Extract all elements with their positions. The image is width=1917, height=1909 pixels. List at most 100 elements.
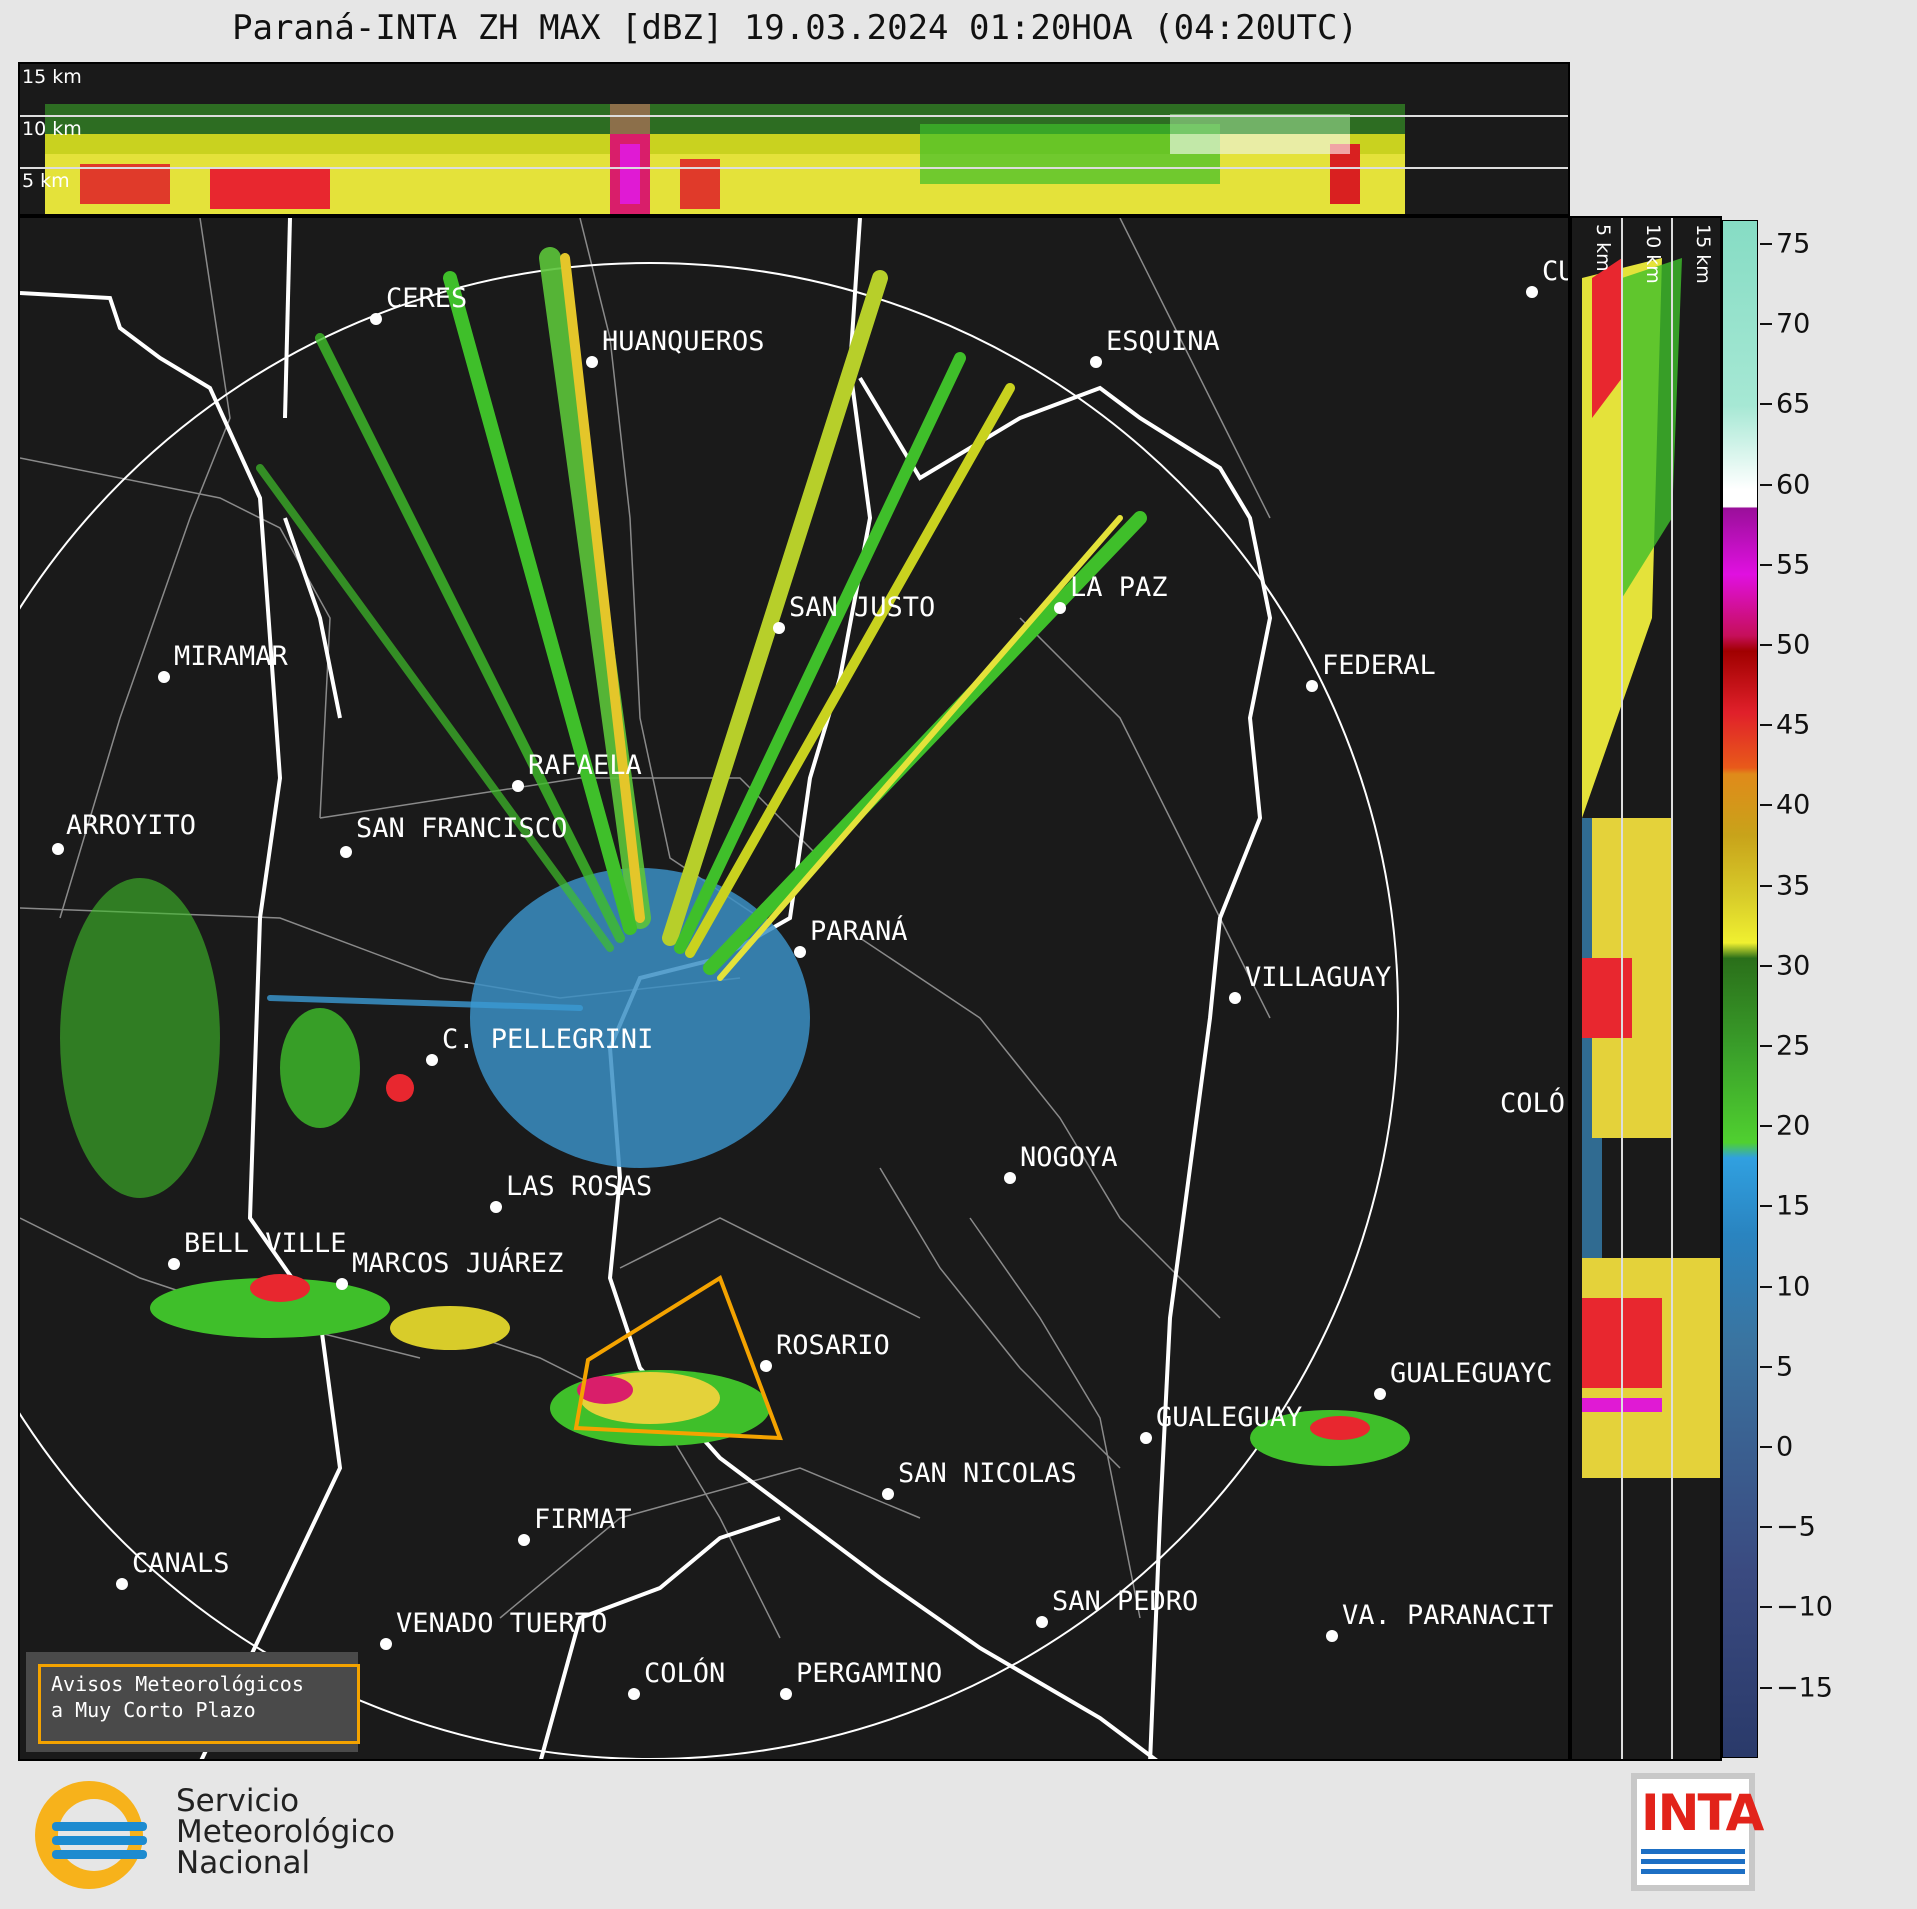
colorbar-tick-label: −10 <box>1776 1591 1833 1623</box>
storm-cells <box>60 878 1410 1466</box>
colorbar-tick <box>1760 1125 1772 1128</box>
city-label-esquina: ESQUINA <box>1106 326 1220 357</box>
city-dot <box>370 313 382 325</box>
colorbar-tick <box>1760 1205 1772 1208</box>
colorbar-tick <box>1760 1686 1772 1689</box>
top-cross-section: 15 km 10 km 5 km <box>18 62 1570 216</box>
side-echo-profile <box>1582 258 1720 1478</box>
city-dot <box>1090 356 1102 368</box>
city-dot <box>586 356 598 368</box>
colorbar-tick <box>1760 1446 1772 1448</box>
colorbar-tick <box>1760 563 1772 566</box>
colorbar-tick <box>1760 1365 1772 1368</box>
city-label-cu: CU <box>1542 256 1568 287</box>
colorbar-tick-label: 5 <box>1776 1351 1794 1383</box>
city-dot <box>168 1258 180 1270</box>
radar-map: CERES HUANQUEROS ESQUINA CU MIRAMAR SAN … <box>18 216 1570 1761</box>
warning-polygon <box>573 1275 783 1441</box>
city-label-rosario: ROSARIO <box>776 1330 890 1361</box>
top-height-label: 15 km <box>22 66 82 88</box>
side-height-label: 5 km <box>1592 224 1614 272</box>
city-dot <box>794 946 806 958</box>
colorbar-tick-label: −5 <box>1776 1511 1816 1543</box>
city-dot <box>1054 602 1066 614</box>
colorbar-tick-label: 30 <box>1776 950 1811 982</box>
colorbar-tick <box>1760 724 1772 727</box>
colorbar-tick <box>1760 243 1772 245</box>
city-label-venado-tuerto: VENADO TUERTO <box>396 1608 608 1639</box>
city-dot <box>780 1688 792 1700</box>
city-dot <box>773 622 785 634</box>
colorbar-tick-label: 15 <box>1776 1190 1811 1222</box>
city-dot <box>1526 286 1538 298</box>
colorbar-tick-label: 65 <box>1776 388 1811 420</box>
side-height-label: 10 km <box>1642 224 1664 284</box>
city-dot <box>1229 992 1241 1004</box>
city-label-villaguay: VILLAGUAY <box>1245 962 1392 993</box>
city-label-canals: CANALS <box>132 1548 230 1579</box>
city-dot <box>1306 680 1318 692</box>
city-label-colon-er: COLÓ <box>1500 1088 1566 1119</box>
city-label-c-pellegrini: C. PELLEGRINI <box>442 1024 654 1055</box>
colorbar-tick <box>1760 804 1772 807</box>
city-label-colon-ba: COLÓN <box>644 1658 726 1689</box>
dbz-colorbar <box>1722 220 1758 1758</box>
city-dot <box>336 1278 348 1290</box>
colorbar-tick-label: 45 <box>1776 709 1811 741</box>
city-label-la-paz: LA PAZ <box>1070 572 1168 603</box>
top-height-label: 10 km <box>22 118 82 140</box>
city-label-huanqueros: HUANQUEROS <box>602 326 765 357</box>
city-label-firmat: FIRMAT <box>534 1504 632 1535</box>
range-ring <box>20 262 1399 1759</box>
city-label-arroyito: ARROYITO <box>66 810 197 841</box>
city-dot <box>512 780 524 792</box>
city-dot <box>340 846 352 858</box>
city-label-bell-ville: BELL VILLE <box>184 1228 347 1259</box>
city-dot <box>518 1534 530 1546</box>
colorbar-tick <box>1760 1285 1772 1288</box>
city-label-san-justo: SAN JUSTO <box>789 592 936 623</box>
city-label-rafaela: RAFAELA <box>528 750 642 781</box>
city-label-parana: PARANÁ <box>810 916 908 947</box>
inta-logo-icon: INTA <box>1631 1773 1764 1891</box>
colorbar-tick-label: 0 <box>1776 1431 1794 1463</box>
city-label-san-francisco: SAN FRANCISCO <box>356 813 568 844</box>
warning-legend-line1: Avisos Meteorológicos <box>51 1672 304 1696</box>
city-dot <box>116 1578 128 1590</box>
top-height-label: 5 km <box>22 170 70 192</box>
city-dot <box>882 1488 894 1500</box>
city-dot <box>628 1688 640 1700</box>
city-dot <box>1374 1388 1386 1400</box>
side-height-label: 15 km <box>1692 224 1714 284</box>
map-title: Paraná-INTA ZH MAX [dBZ] 19.03.2024 01:2… <box>232 8 1358 48</box>
city-label-pergamino: PERGAMINO <box>796 1658 943 1689</box>
colorbar-tick-label: 70 <box>1776 308 1811 340</box>
city-dot <box>158 671 170 683</box>
colorbar-tick-label: 10 <box>1776 1271 1811 1303</box>
colorbar-tick-label: 20 <box>1776 1110 1811 1142</box>
radial-spokes <box>256 247 1147 1011</box>
city-dot <box>1036 1616 1048 1628</box>
city-label-nogoya: NOGOYA <box>1020 1142 1118 1173</box>
colorbar-tick <box>1760 323 1772 326</box>
colorbar-tick <box>1760 403 1772 406</box>
colorbar-tick <box>1760 644 1772 646</box>
colorbar-tick <box>1760 964 1772 967</box>
city-label-gualeguaychu: GUALEGUAYC <box>1390 1358 1553 1389</box>
city-dot <box>490 1201 502 1213</box>
city-label-va-paranacito: VA. PARANACIT <box>1342 1600 1554 1631</box>
city-dot <box>1004 1172 1016 1184</box>
colorbar-tick <box>1760 483 1772 486</box>
colorbar-tick-label: 40 <box>1776 789 1811 821</box>
warning-legend-frame: Avisos Meteorológicos a Muy Corto Plazo <box>38 1664 360 1744</box>
warning-legend-line2: a Muy Corto Plazo <box>51 1698 256 1722</box>
warning-legend: Avisos Meteorológicos a Muy Corto Plazo <box>26 1652 360 1752</box>
smn-logo-icon <box>35 1781 147 1889</box>
map-graphics <box>20 218 1410 1759</box>
city-dot <box>426 1054 438 1066</box>
colorbar-tick-label: 25 <box>1776 1030 1811 1062</box>
smn-logo-text: Servicio Meteorológico Nacional <box>176 1786 395 1879</box>
city-dot <box>380 1638 392 1650</box>
city-label-gualeguay: GUALEGUAY <box>1156 1402 1303 1433</box>
side-cross-section: 5 km 10 km 15 km <box>1570 216 1722 1761</box>
